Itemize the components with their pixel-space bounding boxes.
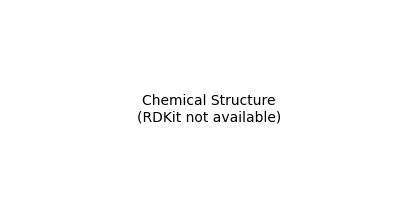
Text: Chemical Structure
(RDKit not available): Chemical Structure (RDKit not available) (137, 94, 281, 124)
